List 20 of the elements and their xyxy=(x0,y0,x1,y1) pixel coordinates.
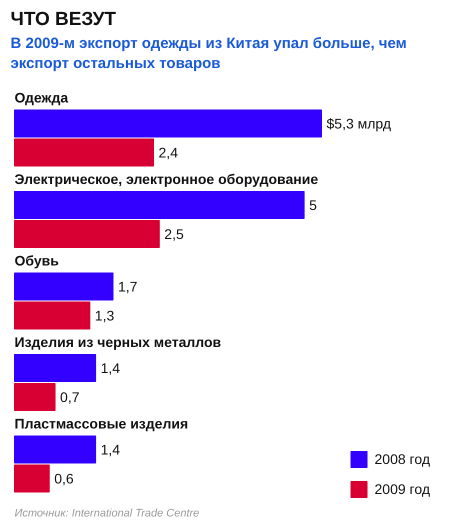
y-tick-label: Изделия из черных металлов xyxy=(14,334,222,350)
data-label: 0,6 xyxy=(54,470,74,486)
data-label: 1,4 xyxy=(100,360,120,376)
y-tick-label: Одежда xyxy=(14,90,68,106)
data-label: 1,3 xyxy=(94,308,114,324)
chart-title: ЧТО ВЕЗУТ xyxy=(10,9,116,30)
data-label: 1,4 xyxy=(100,442,120,458)
y-tick-label: Обувь xyxy=(14,252,60,268)
legend-label: 2009 год xyxy=(374,481,430,497)
data-label: 5 xyxy=(309,197,318,213)
data-label: $5,3 млрд xyxy=(326,116,392,132)
chart-subtitle: В 2009-м экспорт одежды из Китая упал больше, чем экспорт остальных товаров xyxy=(10,35,407,72)
data-label: 2,4 xyxy=(158,144,178,160)
data-label: 0,7 xyxy=(60,389,80,405)
y-tick-label: Пластмассовые изделия xyxy=(14,416,188,432)
data-label: 1,7 xyxy=(118,278,138,294)
y-tick-label: Электрическое, электронное оборудование xyxy=(14,171,318,187)
text: Источник: International Trade Centre xyxy=(14,508,200,520)
legend-label: 2008 год xyxy=(374,451,430,467)
data-label: 2,5 xyxy=(164,226,184,242)
